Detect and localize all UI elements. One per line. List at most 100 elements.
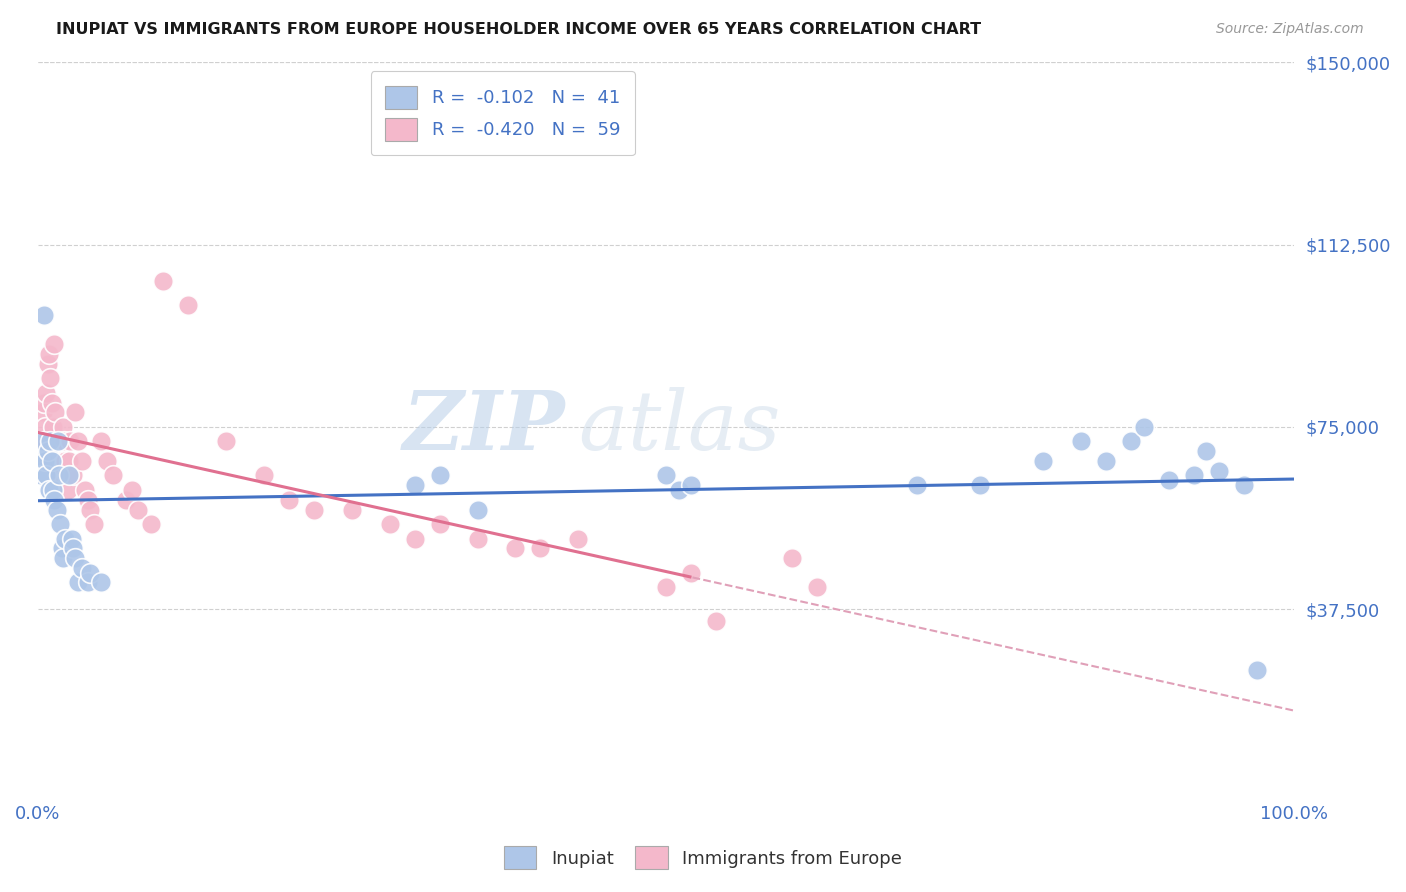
Point bbox=[215, 434, 238, 449]
Point bbox=[467, 532, 489, 546]
Point bbox=[378, 517, 401, 532]
Point bbox=[65, 405, 87, 419]
Point bbox=[278, 492, 301, 507]
Text: atlas: atlas bbox=[578, 387, 780, 467]
Point bbox=[41, 454, 63, 468]
Point bbox=[44, 405, 66, 419]
Point bbox=[31, 434, 53, 449]
Point bbox=[39, 371, 62, 385]
Point bbox=[56, 483, 79, 497]
Point bbox=[42, 492, 65, 507]
Text: Source: ZipAtlas.com: Source: ZipAtlas.com bbox=[1216, 22, 1364, 37]
Point bbox=[46, 434, 69, 449]
Point bbox=[681, 478, 703, 492]
Point bbox=[429, 468, 451, 483]
Text: ZIP: ZIP bbox=[404, 387, 565, 467]
Point bbox=[66, 434, 89, 449]
Point bbox=[35, 385, 58, 400]
Point bbox=[51, 541, 73, 556]
Point bbox=[77, 575, 100, 590]
Point bbox=[49, 434, 72, 449]
Point bbox=[35, 468, 58, 483]
Point bbox=[969, 478, 991, 492]
Point bbox=[58, 468, 80, 483]
Point bbox=[32, 395, 55, 409]
Point bbox=[32, 308, 55, 322]
Point bbox=[1182, 468, 1205, 483]
Point bbox=[121, 483, 143, 497]
Point bbox=[58, 454, 80, 468]
Point bbox=[681, 566, 703, 580]
Point bbox=[30, 468, 52, 483]
Legend: R =  -0.102   N =  41, R =  -0.420   N =  59: R = -0.102 N = 41, R = -0.420 N = 59 bbox=[371, 71, 636, 155]
Point bbox=[60, 532, 83, 546]
Point bbox=[52, 551, 75, 566]
Point bbox=[704, 615, 727, 629]
Point bbox=[53, 532, 76, 546]
Point bbox=[38, 483, 60, 497]
Point bbox=[62, 541, 84, 556]
Point bbox=[905, 478, 928, 492]
Point bbox=[404, 532, 426, 546]
Point bbox=[1095, 454, 1118, 468]
Point bbox=[59, 434, 82, 449]
Point bbox=[1157, 474, 1180, 488]
Point bbox=[429, 517, 451, 532]
Point bbox=[70, 454, 93, 468]
Point bbox=[53, 454, 76, 468]
Point bbox=[1208, 464, 1230, 478]
Point bbox=[1233, 478, 1256, 492]
Point bbox=[49, 517, 72, 532]
Point bbox=[42, 337, 65, 351]
Point bbox=[503, 541, 526, 556]
Point bbox=[404, 478, 426, 492]
Point bbox=[42, 420, 65, 434]
Point bbox=[1246, 663, 1268, 677]
Point bbox=[48, 468, 70, 483]
Point bbox=[34, 420, 56, 434]
Point bbox=[139, 517, 162, 532]
Point bbox=[302, 502, 325, 516]
Point bbox=[1119, 434, 1142, 449]
Point bbox=[55, 468, 77, 483]
Point bbox=[77, 492, 100, 507]
Point bbox=[45, 502, 67, 516]
Point bbox=[340, 502, 363, 516]
Point bbox=[51, 454, 73, 468]
Point bbox=[467, 502, 489, 516]
Point bbox=[66, 575, 89, 590]
Point bbox=[41, 395, 63, 409]
Point bbox=[96, 454, 118, 468]
Point bbox=[1070, 434, 1092, 449]
Point bbox=[668, 483, 690, 497]
Point bbox=[655, 468, 678, 483]
Point bbox=[52, 420, 75, 434]
Point bbox=[152, 274, 174, 288]
Point bbox=[1132, 420, 1154, 434]
Point bbox=[38, 347, 60, 361]
Point bbox=[567, 532, 589, 546]
Point bbox=[177, 298, 200, 312]
Point bbox=[31, 405, 53, 419]
Point bbox=[1032, 454, 1054, 468]
Point bbox=[89, 434, 111, 449]
Point bbox=[34, 454, 56, 468]
Point bbox=[53, 434, 76, 449]
Point bbox=[30, 434, 52, 449]
Point bbox=[89, 575, 111, 590]
Point bbox=[75, 483, 97, 497]
Point bbox=[42, 483, 65, 497]
Point bbox=[45, 434, 67, 449]
Point bbox=[62, 468, 84, 483]
Point bbox=[79, 502, 101, 516]
Point bbox=[101, 468, 124, 483]
Legend: Inupiat, Immigrants from Europe: Inupiat, Immigrants from Europe bbox=[495, 838, 911, 879]
Point bbox=[37, 357, 59, 371]
Point bbox=[70, 561, 93, 575]
Text: INUPIAT VS IMMIGRANTS FROM EUROPE HOUSEHOLDER INCOME OVER 65 YEARS CORRELATION C: INUPIAT VS IMMIGRANTS FROM EUROPE HOUSEH… bbox=[56, 22, 981, 37]
Point bbox=[253, 468, 276, 483]
Point bbox=[83, 517, 105, 532]
Point bbox=[48, 468, 70, 483]
Point bbox=[46, 454, 69, 468]
Point bbox=[39, 434, 62, 449]
